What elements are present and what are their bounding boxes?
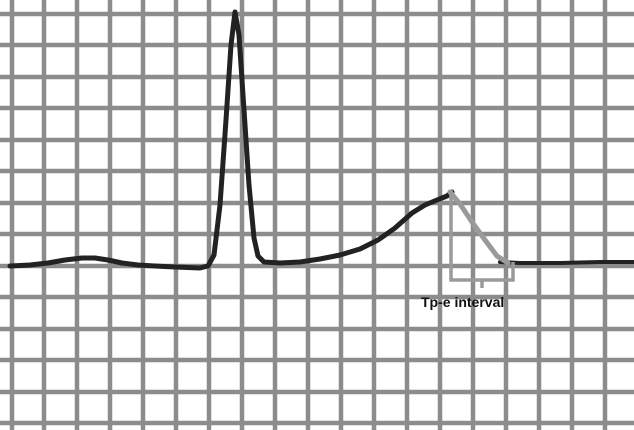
- ecg-trace: [7, 9, 455, 271]
- t-wave-descent-highlight: [447, 189, 511, 266]
- tpe-interval-bracket: [449, 190, 515, 288]
- ecg-baseline-tail: [498, 260, 634, 265]
- tpe-interval-label: Tp-e interval: [421, 294, 504, 310]
